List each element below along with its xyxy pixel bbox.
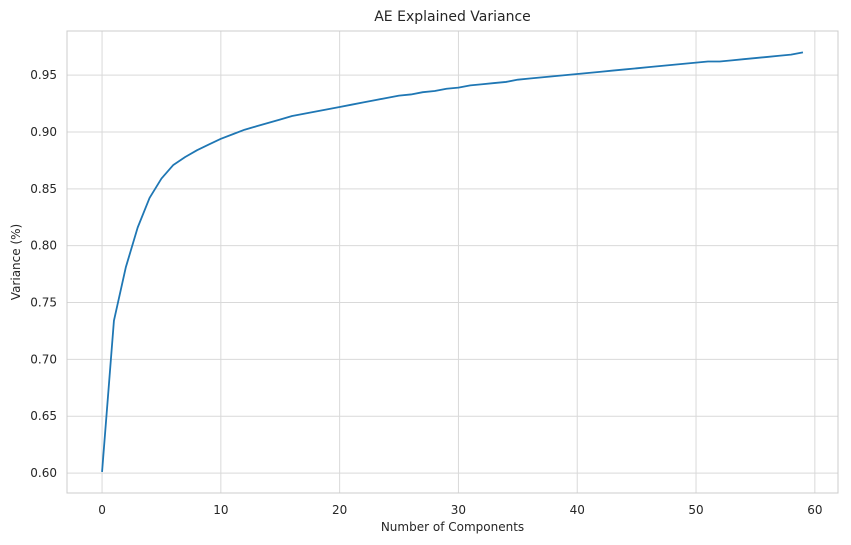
series-line xyxy=(101,51,804,473)
grid-lines xyxy=(67,31,838,493)
plot-frame xyxy=(66,30,839,494)
x-tick-label: 50 xyxy=(688,503,703,517)
y-tick-label: 0.60 xyxy=(30,466,57,480)
y-tick-label: 0.90 xyxy=(30,125,57,139)
x-tick-label: 10 xyxy=(213,503,228,517)
x-tick-label: 60 xyxy=(807,503,822,517)
y-tick-label: 0.85 xyxy=(30,182,57,196)
x-tick-label: 30 xyxy=(451,503,466,517)
x-tick-label: 20 xyxy=(332,503,347,517)
y-tick-label: 0.75 xyxy=(30,296,57,310)
y-tick-label: 0.80 xyxy=(30,239,57,253)
x-tick-label: 40 xyxy=(570,503,585,517)
x-tick-labels: 0 10 20 30 40 50 60 xyxy=(98,503,822,517)
x-tick-label: 0 xyxy=(98,503,106,517)
series-layer xyxy=(101,51,804,473)
y-tick-labels: 0.60 0.65 0.70 0.75 0.80 0.85 0.90 0.95 xyxy=(30,68,57,480)
y-tick-label: 0.95 xyxy=(30,68,57,82)
y-tick-label: 0.65 xyxy=(30,409,57,423)
y-axis-label: Variance (%) xyxy=(9,224,23,300)
y-tick-label: 0.70 xyxy=(30,352,57,366)
chart-title: AE Explained Variance xyxy=(374,9,531,25)
x-axis-label: Number of Components xyxy=(381,520,524,534)
